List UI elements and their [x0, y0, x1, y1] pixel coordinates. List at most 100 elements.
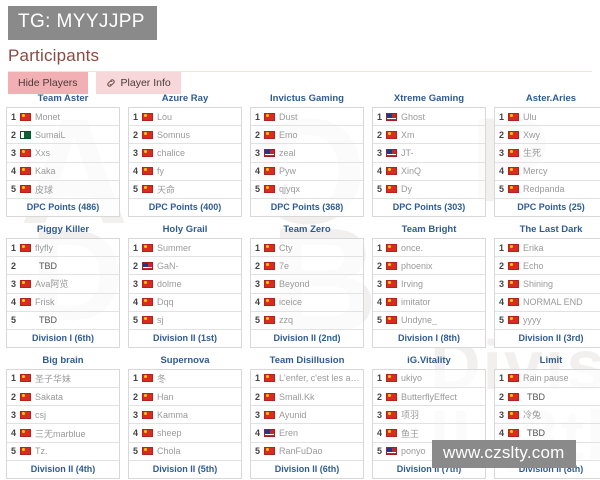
player-name[interactable]: once. — [401, 242, 424, 253]
team-name[interactable]: Xtreme Gaming — [393, 93, 465, 104]
player-name[interactable]: Sakata — [35, 391, 64, 402]
player-name[interactable]: chalice — [157, 147, 186, 158]
player-row[interactable]: 5 Redpanda — [495, 181, 600, 199]
player-name[interactable]: Han — [157, 391, 174, 402]
player-row[interactable]: 4 Dqq — [129, 294, 241, 312]
player-name[interactable]: zeal — [279, 147, 296, 158]
player-row[interactable]: 5 皮球 — [7, 181, 119, 199]
player-row[interactable]: 4 Frisk — [7, 294, 119, 312]
player-row[interactable]: 3 zeal — [251, 144, 363, 163]
player-row[interactable]: 1 圣子华妹 — [7, 370, 119, 389]
player-name[interactable]: 皮球 — [35, 184, 54, 195]
player-name[interactable]: 生死 — [523, 148, 542, 159]
player-row[interactable]: 1 ukiyo — [373, 370, 485, 389]
player-row[interactable]: 4 Mercy — [495, 163, 600, 181]
player-name[interactable]: JT- — [401, 147, 414, 158]
player-row[interactable]: 1 Ghost — [373, 108, 485, 127]
player-row[interactable]: 1 Lou — [129, 108, 241, 127]
team-name[interactable]: Aster.Aries — [525, 93, 577, 104]
team-name[interactable]: Azure Ray — [161, 93, 209, 104]
player-row[interactable]: 5 天命 — [129, 181, 241, 199]
player-name[interactable]: 7e — [279, 260, 290, 271]
player-name[interactable]: Eren — [279, 428, 299, 439]
player-name[interactable]: L'enfer, c'est les aut... — [279, 373, 363, 384]
player-name[interactable]: Erika — [523, 242, 544, 253]
player-name[interactable]: Frisk — [35, 297, 55, 308]
player-row[interactable]: 2 Han — [129, 388, 241, 407]
player-row[interactable]: 4 fy — [129, 163, 241, 181]
player-row[interactable]: 1 Cty — [251, 239, 363, 258]
player-row[interactable]: 1 once. — [373, 239, 485, 258]
player-name[interactable]: Irving — [401, 278, 424, 289]
player-name[interactable]: Somnus — [157, 129, 191, 140]
player-row[interactable]: 3 项羽 — [373, 406, 485, 425]
team-name[interactable]: Piggy Killer — [36, 223, 90, 235]
player-row[interactable]: 2 SumaiL — [7, 126, 119, 145]
player-name[interactable]: fy — [157, 166, 165, 177]
team-name[interactable]: Team Bright — [401, 223, 457, 235]
player-row[interactable]: 1 Monet — [7, 108, 119, 127]
player-row[interactable]: 3 冷兔 — [495, 406, 600, 425]
player-name[interactable]: Redpanda — [523, 184, 565, 195]
player-row[interactable]: 2 GaN- — [129, 257, 241, 276]
team-name[interactable]: Team Zero — [283, 223, 331, 235]
player-name[interactable]: zzq — [279, 315, 294, 326]
player-name[interactable]: Pyw — [279, 166, 297, 177]
player-name[interactable]: qjyqx — [279, 184, 301, 195]
player-row[interactable]: 5 sj — [129, 312, 241, 330]
player-name[interactable]: Rain pause — [523, 373, 569, 384]
team-name[interactable]: The Last Dark — [519, 223, 583, 235]
player-name[interactable]: Cty — [279, 242, 293, 253]
team-name[interactable]: Team Aster — [37, 93, 89, 104]
team-name[interactable]: Team Disillusion — [269, 354, 345, 366]
player-name[interactable]: Tz. — [35, 446, 48, 457]
player-name[interactable]: ukiyo — [401, 373, 423, 384]
player-name[interactable]: Xxs — [35, 147, 51, 158]
player-name[interactable]: Ayunid — [279, 409, 307, 420]
player-name[interactable]: 圣子华妹 — [35, 373, 72, 384]
player-name[interactable]: Beyond — [279, 278, 310, 289]
player-row[interactable]: 3 chalice — [129, 144, 241, 163]
player-name[interactable]: XinQ — [401, 166, 422, 177]
player-name[interactable]: 冷兔 — [523, 410, 542, 421]
player-name[interactable]: TBD — [39, 315, 57, 326]
player-row[interactable]: 2 TBD — [495, 388, 600, 407]
hide-players-button[interactable]: Hide Players — [8, 72, 88, 94]
player-name[interactable]: GaN- — [157, 260, 179, 271]
team-name[interactable]: Limit — [539, 354, 563, 366]
player-row[interactable]: 1 Rain pause — [495, 370, 600, 389]
player-row[interactable]: 2 Small.Kk — [251, 388, 363, 407]
player-row[interactable]: 3 dolme — [129, 275, 241, 294]
player-name[interactable]: imitator — [401, 297, 431, 308]
player-name[interactable]: 三无marblue — [35, 428, 86, 439]
player-name[interactable]: Dust — [279, 111, 298, 122]
player-name[interactable]: phoenix — [401, 260, 433, 271]
team-name[interactable]: Holy Grail — [162, 223, 208, 235]
player-name[interactable]: ButterflyEffect — [401, 391, 457, 402]
player-row[interactable]: 2 7e — [251, 257, 363, 276]
player-name[interactable]: Lou — [157, 111, 173, 122]
player-row[interactable]: 3 Shining — [495, 275, 600, 294]
player-row[interactable]: 3 csj — [7, 406, 119, 425]
player-row[interactable]: 4 鱼王 — [373, 424, 485, 443]
player-row[interactable]: 3 生死 — [495, 144, 600, 163]
player-name[interactable]: sj — [157, 315, 164, 326]
player-row[interactable]: 2 Xwy — [495, 126, 600, 145]
team-name[interactable]: Big brain — [42, 354, 84, 366]
player-row[interactable]: 4 XinQ — [373, 163, 485, 181]
player-name[interactable]: Xwy — [523, 129, 541, 140]
player-row[interactable]: 5 Tz. — [7, 443, 119, 461]
player-row[interactable]: 4 Eren — [251, 424, 363, 443]
player-name[interactable]: Ghost — [401, 111, 426, 122]
player-row[interactable]: 5 Chola — [129, 443, 241, 461]
player-name[interactable]: TBD — [527, 391, 545, 402]
player-row[interactable]: 2 ButterflyEffect — [373, 388, 485, 407]
player-row[interactable]: 5 Dy — [373, 181, 485, 199]
player-name[interactable]: Dy — [401, 184, 412, 195]
player-name[interactable]: Summer — [157, 242, 192, 253]
player-row[interactable]: 1 Summer — [129, 239, 241, 258]
player-row[interactable]: 4 Pyw — [251, 163, 363, 181]
player-name[interactable]: TBD — [39, 260, 57, 271]
player-row[interactable]: 1 flyfly — [7, 239, 119, 258]
